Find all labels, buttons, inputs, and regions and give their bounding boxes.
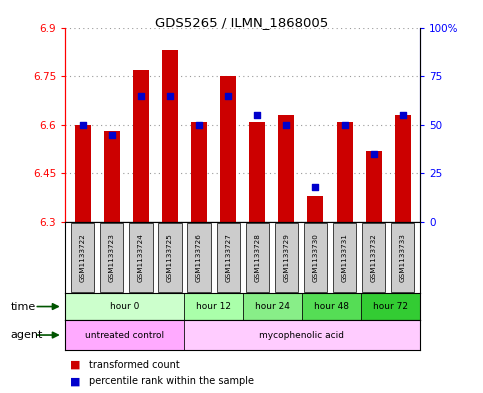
Bar [337, 121, 353, 222]
Bar [71, 223, 94, 292]
Bar [133, 70, 149, 222]
Text: GSM1133724: GSM1133724 [138, 233, 144, 282]
Bar [362, 223, 385, 292]
Text: percentile rank within the sample: percentile rank within the sample [89, 376, 255, 386]
Text: GSM1133726: GSM1133726 [196, 233, 202, 282]
Text: GSM1133729: GSM1133729 [284, 233, 289, 282]
Bar [275, 223, 298, 292]
Point [166, 92, 174, 99]
Bar [333, 223, 356, 292]
Text: GSM1133730: GSM1133730 [313, 233, 318, 282]
Text: hour 0: hour 0 [110, 302, 139, 311]
Point [137, 92, 145, 99]
Text: hour 12: hour 12 [196, 302, 230, 311]
Bar [220, 76, 236, 222]
Bar [158, 223, 182, 292]
Bar [302, 293, 361, 320]
Bar [162, 50, 178, 222]
Point [108, 131, 115, 138]
Bar [308, 196, 324, 222]
Bar [242, 293, 302, 320]
Bar [246, 223, 269, 292]
Bar [249, 121, 265, 222]
Bar [75, 125, 91, 222]
Bar [395, 115, 411, 222]
Bar [191, 121, 207, 222]
Bar [187, 223, 211, 292]
Bar [216, 223, 240, 292]
Bar [304, 223, 327, 292]
Text: GDS5265 / ILMN_1868005: GDS5265 / ILMN_1868005 [155, 16, 328, 29]
Bar [129, 223, 153, 292]
Text: hour 48: hour 48 [314, 302, 349, 311]
Bar [278, 115, 294, 222]
Bar [65, 320, 184, 350]
Text: GSM1133728: GSM1133728 [254, 233, 260, 282]
Text: agent: agent [11, 330, 43, 340]
Point [399, 112, 407, 118]
Point [283, 122, 290, 128]
Text: ■: ■ [70, 376, 81, 386]
Text: mycophenolic acid: mycophenolic acid [259, 331, 344, 340]
Bar [366, 151, 382, 222]
Text: ■: ■ [70, 360, 81, 370]
Point [79, 122, 86, 128]
Text: hour 72: hour 72 [373, 302, 408, 311]
Bar [104, 131, 120, 222]
Bar [100, 223, 123, 292]
Bar [65, 293, 184, 320]
Text: hour 24: hour 24 [255, 302, 290, 311]
Text: time: time [11, 301, 36, 312]
Point [254, 112, 261, 118]
Text: untreated control: untreated control [85, 331, 164, 340]
Text: GSM1133723: GSM1133723 [109, 233, 115, 282]
Point [370, 151, 378, 157]
Text: GSM1133731: GSM1133731 [341, 233, 348, 282]
Bar [391, 223, 414, 292]
Bar [184, 320, 420, 350]
Text: GSM1133733: GSM1133733 [400, 233, 406, 282]
Point [341, 122, 348, 128]
Point [195, 122, 203, 128]
Text: GSM1133732: GSM1133732 [370, 233, 377, 282]
Bar [361, 293, 420, 320]
Point [224, 92, 232, 99]
Point [312, 184, 319, 190]
Text: transformed count: transformed count [89, 360, 180, 370]
Text: GSM1133727: GSM1133727 [225, 233, 231, 282]
Text: GSM1133725: GSM1133725 [167, 233, 173, 282]
Bar [184, 293, 242, 320]
Text: GSM1133722: GSM1133722 [80, 233, 85, 282]
